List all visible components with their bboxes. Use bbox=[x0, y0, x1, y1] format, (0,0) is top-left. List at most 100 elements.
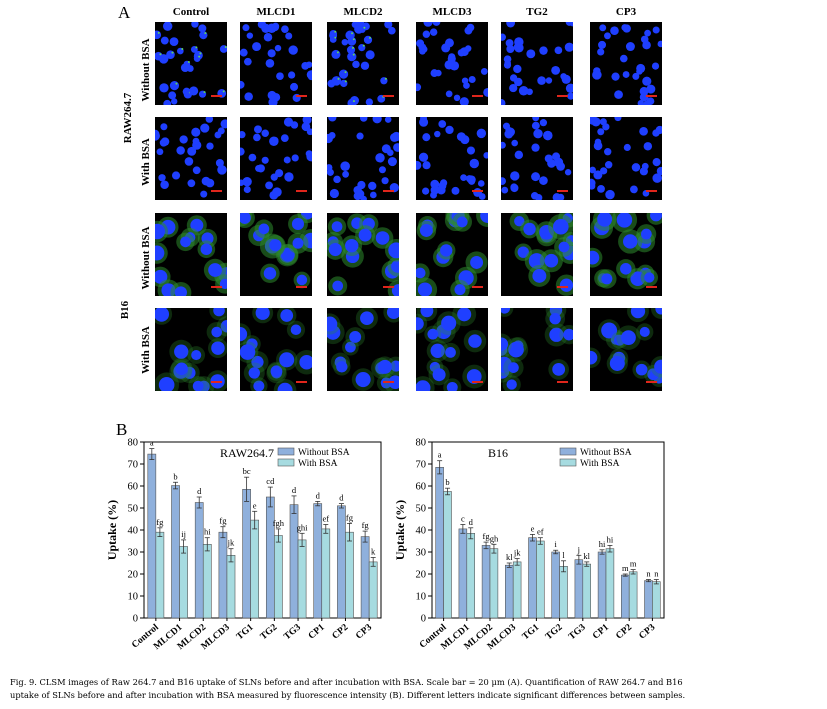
bar-with-mlcd3 bbox=[512, 561, 522, 619]
significance-letter: n bbox=[654, 569, 659, 579]
significance-letter: l bbox=[562, 550, 565, 560]
significance-letter: fg bbox=[156, 517, 164, 527]
significance-letter: d bbox=[292, 485, 297, 495]
scale-bar bbox=[211, 381, 222, 383]
bar-without-cp3 bbox=[644, 580, 653, 619]
significance-letter: fgh bbox=[273, 518, 285, 528]
micrograph-r1-c2 bbox=[240, 22, 312, 105]
panel-a-letter: A bbox=[118, 3, 131, 22]
bar-with-mlcd2 bbox=[202, 544, 212, 619]
bar-with-mlcd1 bbox=[466, 533, 475, 619]
significance-letter: e bbox=[253, 500, 257, 510]
legend-swatch-with bbox=[559, 458, 577, 467]
column-header-mlcd3: MLCD3 bbox=[432, 6, 472, 18]
significance-letter: b bbox=[173, 471, 177, 481]
significance-letter: i bbox=[554, 539, 557, 549]
caption-line-1: Fig. 9. CLSM images of Raw 264.7 and B16… bbox=[10, 677, 683, 687]
micrograph-r4-c4 bbox=[416, 308, 488, 391]
y-tick-label: 70 bbox=[128, 460, 139, 471]
bar-with-cp3 bbox=[368, 561, 378, 619]
scale-bar bbox=[557, 286, 568, 288]
chart-title: RAW264.7 bbox=[220, 446, 274, 460]
scale-bar bbox=[383, 286, 394, 288]
bar-without-cp3 bbox=[360, 536, 370, 619]
y-tick-label: 80 bbox=[416, 438, 427, 449]
significance-letter: d bbox=[197, 486, 202, 496]
significance-letter: jk bbox=[513, 548, 521, 558]
micrograph-r3-c5 bbox=[501, 213, 573, 296]
legend-label-without: Without BSA bbox=[298, 448, 350, 458]
x-tick-label: CP1 bbox=[307, 622, 327, 641]
y-tick-label: 80 bbox=[128, 438, 139, 449]
scale-bar bbox=[646, 381, 657, 383]
y-tick-label: 30 bbox=[416, 548, 427, 559]
scale-bar bbox=[211, 95, 222, 97]
legend-label-with: With BSA bbox=[298, 459, 338, 469]
bar-without-mlcd3 bbox=[218, 531, 228, 619]
significance-letter: ghi bbox=[297, 522, 309, 532]
significance-letter: c bbox=[461, 514, 465, 524]
micrograph-r1-c5 bbox=[501, 22, 573, 105]
bar-with-tg3 bbox=[582, 563, 591, 619]
micrograph-r4-c1 bbox=[155, 308, 227, 391]
significance-letter: b bbox=[445, 477, 449, 487]
x-tick-label: TG2 bbox=[259, 622, 280, 642]
x-tick-label: TG1 bbox=[235, 622, 256, 642]
bar-with-mlcd2 bbox=[489, 548, 499, 619]
bar-without-cp1 bbox=[597, 551, 607, 619]
bar-without-tg2 bbox=[265, 496, 275, 619]
condition-label-4: With BSA bbox=[140, 326, 152, 374]
x-tick-label: CP2 bbox=[614, 622, 634, 641]
y-tick-label: 0 bbox=[133, 614, 138, 625]
bar-without-tg2 bbox=[551, 551, 560, 619]
y-axis-label: Uptake (%) bbox=[393, 500, 407, 560]
significance-letter: jk bbox=[227, 538, 235, 548]
scale-bar bbox=[296, 95, 307, 97]
bar-without-mlcd2 bbox=[194, 502, 204, 619]
micrograph-r3-c6 bbox=[590, 213, 662, 296]
y-axis-label: Uptake (%) bbox=[105, 500, 119, 560]
micrograph-r3-c2 bbox=[240, 213, 312, 296]
column-header-mlcd1: MLCD1 bbox=[256, 6, 296, 18]
bar-with-cp1 bbox=[605, 548, 615, 619]
x-tick-label: CP1 bbox=[591, 622, 611, 641]
scale-bar bbox=[296, 286, 307, 288]
bar-without-tg3 bbox=[574, 559, 584, 619]
significance-letter: ef bbox=[322, 514, 329, 524]
bar-with-cp3 bbox=[652, 581, 661, 619]
y-tick-label: 50 bbox=[416, 504, 427, 515]
x-tick-label: CP2 bbox=[331, 622, 351, 641]
significance-letter: hi bbox=[204, 527, 211, 537]
significance-letter: n bbox=[646, 569, 651, 579]
y-tick-label: 70 bbox=[416, 460, 427, 471]
micrograph-r4-c3 bbox=[327, 308, 399, 391]
significance-letter: k bbox=[371, 547, 376, 557]
bar-without-control bbox=[147, 453, 157, 619]
significance-letter: fg bbox=[346, 512, 354, 522]
legend-swatch-without bbox=[277, 447, 295, 456]
y-tick-label: 60 bbox=[416, 482, 427, 493]
legend-swatch-with bbox=[277, 458, 295, 467]
micrograph-r2-c1 bbox=[155, 117, 227, 200]
y-tick-label: 10 bbox=[128, 592, 139, 603]
scale-bar bbox=[557, 95, 568, 97]
significance-letter: d bbox=[469, 517, 474, 527]
micrograph-r3-c1 bbox=[155, 213, 227, 296]
micrograph-r1-c6 bbox=[590, 22, 662, 105]
scale-bar bbox=[211, 286, 222, 288]
bar-without-cp2 bbox=[621, 574, 630, 619]
column-header-mlcd2: MLCD2 bbox=[343, 6, 383, 18]
micrograph-r4-c2 bbox=[240, 308, 312, 391]
bar-with-cp2 bbox=[345, 531, 354, 619]
scale-bar bbox=[472, 95, 483, 97]
scale-bar bbox=[296, 190, 307, 192]
significance-letter: fg bbox=[483, 531, 491, 541]
legend-label-without: Without BSA bbox=[580, 448, 632, 458]
significance-letter: ef bbox=[537, 527, 544, 537]
significance-letter: m bbox=[622, 563, 629, 573]
scale-bar bbox=[557, 381, 568, 383]
micrograph-r2-c6 bbox=[590, 117, 662, 200]
y-tick-label: 50 bbox=[128, 504, 139, 515]
scale-bar bbox=[383, 190, 394, 192]
